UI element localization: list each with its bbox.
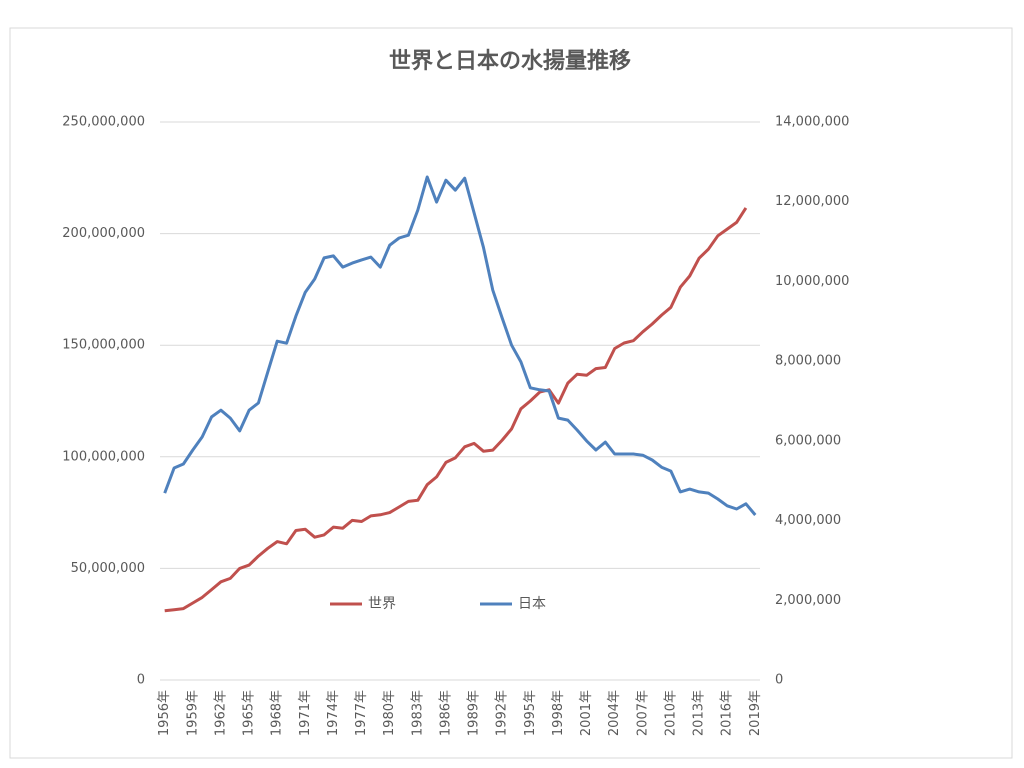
x-tick-label: 1974年 [326, 690, 341, 736]
legend-label: 日本 [518, 596, 546, 612]
legend-label: 世界 [368, 596, 396, 612]
y-tick-label: 250,000,000 [62, 115, 145, 130]
x-tick-label: 1986年 [438, 690, 453, 736]
x-tick-label: 1956年 [157, 690, 172, 736]
chart-title: 世界と日本の水揚量推移 [389, 48, 631, 74]
y-tick-label: 200,000,000 [62, 226, 145, 241]
y2-tick-label: 14,000,000 [775, 115, 849, 130]
x-tick-label: 2016年 [720, 690, 735, 736]
y2-tick-label: 12,000,000 [775, 194, 849, 209]
y-tick-label: 150,000,000 [62, 338, 145, 353]
y2-tick-label: 8,000,000 [775, 354, 841, 369]
y2-tick-label: 4,000,000 [775, 513, 841, 528]
x-tick-label: 1959年 [185, 690, 200, 736]
line-series [164, 207, 748, 613]
x-tick-label: 1989年 [467, 690, 482, 736]
x-tick-label: 2013年 [692, 690, 707, 736]
y2-tick-label: 10,000,000 [775, 274, 849, 289]
x-tick-label: 1968年 [270, 690, 285, 736]
x-tick-label: 2001年 [579, 690, 594, 736]
x-tick-label: 1971年 [298, 690, 313, 736]
y-tick-label: 50,000,000 [71, 561, 145, 576]
x-tick-label: 2007年 [635, 690, 650, 736]
x-tick-label: 2010年 [663, 690, 678, 736]
y2-tick-label: 6,000,000 [775, 433, 841, 448]
y2-tick-label: 0 [775, 673, 783, 688]
chart-border [9, 27, 1013, 759]
x-tick-label: 2019年 [748, 690, 763, 736]
y-tick-label: 100,000,000 [62, 449, 145, 464]
x-tick-label: 1983年 [410, 690, 425, 736]
y-tick-label: 0 [137, 673, 145, 688]
x-tick-label: 1977年 [354, 690, 369, 736]
x-tick-label: 1965年 [242, 690, 257, 736]
line-series [163, 175, 757, 516]
x-tick-label: 1992年 [495, 690, 510, 736]
x-tick-label: 2004年 [607, 690, 622, 736]
x-tick-label: 1998年 [551, 690, 566, 736]
y2-tick-label: 2,000,000 [775, 593, 841, 608]
x-tick-label: 1980年 [382, 690, 397, 736]
x-tick-label: 1995年 [523, 690, 538, 736]
x-tick-label: 1962年 [213, 690, 228, 736]
